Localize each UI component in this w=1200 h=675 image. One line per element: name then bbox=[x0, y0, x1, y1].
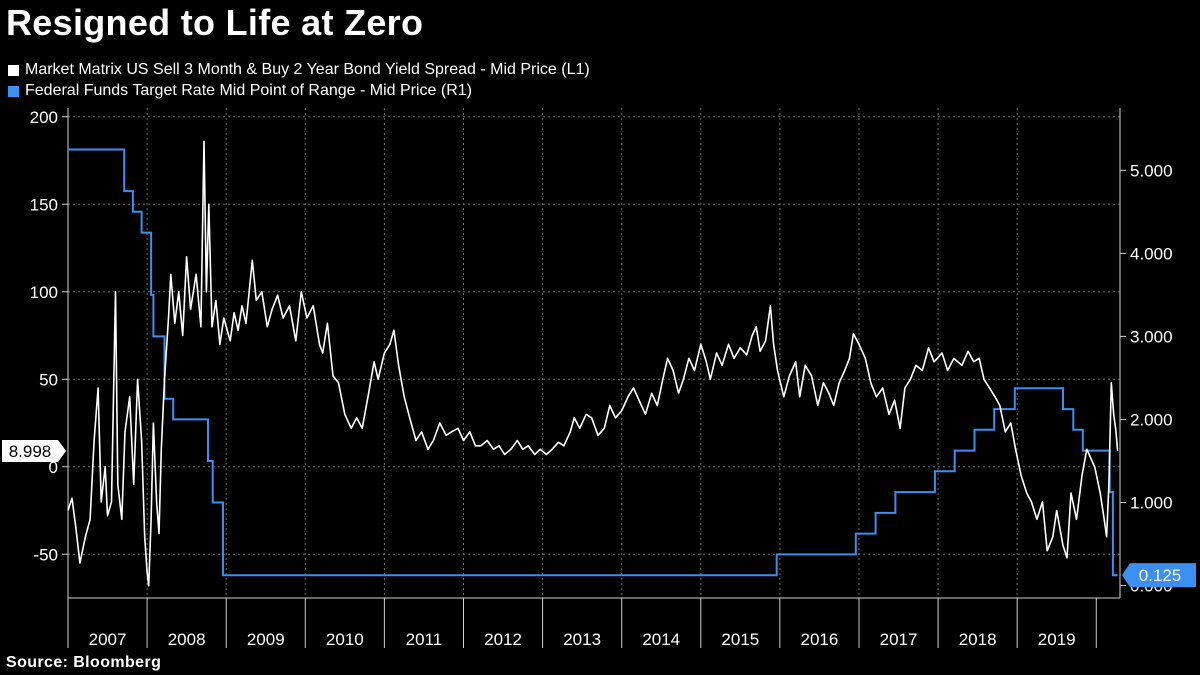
x-tick-label: 2019 bbox=[1038, 630, 1076, 649]
x-tick-label: 2009 bbox=[247, 630, 285, 649]
legend-label-fed-funds: Federal Funds Target Rate Mid Point of R… bbox=[25, 82, 473, 99]
x-tick-label: 2018 bbox=[959, 630, 997, 649]
y-left-tick-label: 100 bbox=[30, 283, 58, 302]
x-tick-label: 2007 bbox=[89, 630, 127, 649]
legend-label-spread: Market Matrix US Sell 3 Month & Buy 2 Ye… bbox=[25, 61, 590, 78]
series-line-fed-funds bbox=[68, 148, 1118, 577]
x-tick-label: 2017 bbox=[880, 630, 918, 649]
x-tick-label: 2008 bbox=[168, 630, 206, 649]
y-left-tick-label: 150 bbox=[30, 195, 58, 214]
legend-item-fed-funds: Federal Funds Target Rate Mid Point of R… bbox=[8, 82, 472, 100]
y-right-tick-label: 4.000 bbox=[1130, 244, 1173, 263]
y-left-tick-label: 0 bbox=[49, 458, 58, 477]
series-line-spread bbox=[67, 140, 1119, 587]
last-value-marker-spread bbox=[2, 440, 66, 463]
x-tick-label: 2016 bbox=[801, 630, 839, 649]
x-tick-label: 2010 bbox=[326, 630, 364, 649]
last-value-label-spread: 8.998 bbox=[9, 442, 52, 461]
x-tick-label: 2011 bbox=[406, 630, 443, 649]
y-right-tick-label: 5.000 bbox=[1130, 161, 1173, 180]
last-value-marker-fed-funds bbox=[1122, 563, 1196, 588]
x-tick-label: 2012 bbox=[484, 630, 522, 649]
legend-swatch-blue bbox=[8, 85, 19, 97]
y-left-tick-label: 200 bbox=[30, 108, 58, 127]
y-left-tick-label: -50 bbox=[33, 545, 58, 564]
y-right-tick-label: 1.000 bbox=[1130, 493, 1173, 512]
chart-title: Resigned to Life at Zero bbox=[6, 2, 424, 43]
source-note: Source: Bloomberg bbox=[6, 654, 162, 671]
x-tick-label: 2015 bbox=[721, 630, 759, 649]
x-tick-label: 2014 bbox=[642, 630, 680, 649]
last-value-label-fed-funds: 0.125 bbox=[1139, 566, 1182, 585]
y-right-tick-label: 2.000 bbox=[1130, 410, 1173, 429]
legend-item-spread: Market Matrix US Sell 3 Month & Buy 2 Ye… bbox=[8, 61, 590, 79]
y-right-tick-label: 3.000 bbox=[1130, 327, 1173, 346]
x-tick-label: 2013 bbox=[563, 630, 601, 649]
legend-swatch-white bbox=[8, 64, 19, 76]
y-left-tick-label: 50 bbox=[39, 370, 58, 389]
